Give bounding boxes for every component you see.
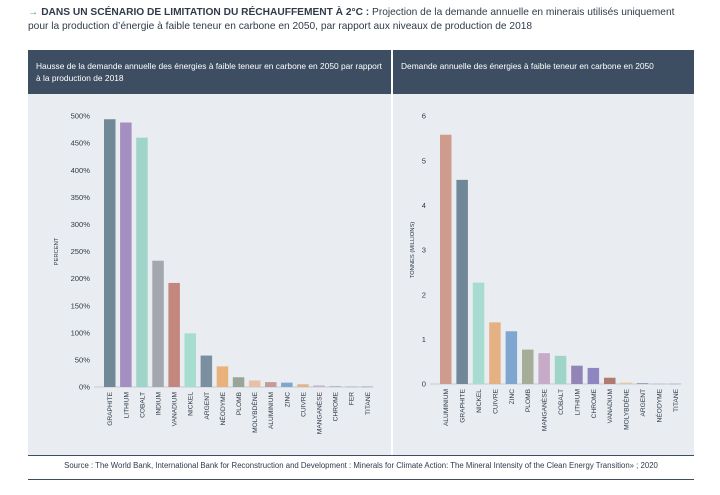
- category-label: NÉODYME: [654, 388, 663, 422]
- bar: [653, 383, 665, 385]
- category-label: TITANE: [365, 391, 372, 415]
- category-label: ALUMINIUM: [268, 392, 275, 429]
- bar: [538, 353, 550, 384]
- y-axis-title: PERCENT: [54, 237, 60, 265]
- right-panel-header: Demande annuelle des énergies à faible t…: [393, 50, 694, 94]
- footer-rule-top: [28, 455, 694, 456]
- heading-bold: DANS UN SCÉNARIO DE LIMITATION DU RÉCHAU…: [41, 7, 370, 18]
- category-label: GRAPHITE: [107, 391, 114, 425]
- bar: [440, 134, 452, 384]
- bar: [571, 365, 583, 384]
- category-label: PLOMB: [236, 391, 243, 415]
- left-panel-body: [28, 94, 391, 455]
- category-label: NICKEL: [188, 392, 195, 416]
- bar: [620, 382, 632, 384]
- y-tick-label: 0%: [79, 383, 90, 392]
- bar: [489, 322, 501, 384]
- category-label: LITHIUM: [574, 389, 581, 415]
- bar: [216, 366, 229, 387]
- panel-divider: [391, 50, 393, 455]
- bar: [248, 380, 261, 387]
- left-panel-header: Hausse de la demande annuelle des énergi…: [28, 50, 391, 94]
- category-label: PLOMB: [525, 388, 532, 412]
- category-label: MOLYBDÈNE: [250, 391, 259, 433]
- bar: [554, 355, 567, 384]
- bar: [669, 383, 682, 385]
- bar: [313, 385, 325, 387]
- y-tick-label: 300%: [71, 220, 91, 229]
- category-label: NICKEL: [476, 389, 483, 413]
- category-label: MOLYBDÈNE: [622, 388, 631, 430]
- category-label: ZINC: [509, 389, 516, 405]
- category-label: COBALT: [558, 389, 565, 415]
- bar: [136, 137, 148, 387]
- category-label: COBALT: [139, 392, 146, 418]
- category-label: VANADIUM: [172, 392, 179, 426]
- y-tick-label: 6: [422, 112, 426, 121]
- arrow-icon: →: [28, 7, 39, 18]
- category-label: ALUMINIUM: [443, 389, 450, 426]
- category-label: CHROME: [591, 388, 598, 418]
- y-tick-label: 3: [422, 246, 426, 255]
- bar: [329, 385, 341, 387]
- bar: [184, 333, 196, 387]
- y-tick-label: 250%: [71, 247, 91, 256]
- y-tick-label: 450%: [71, 139, 91, 148]
- bar: [472, 282, 485, 384]
- bar: [505, 331, 518, 384]
- bar: [361, 386, 374, 388]
- bar: [200, 355, 213, 387]
- y-tick-label: 5: [422, 156, 426, 165]
- bar: [587, 367, 600, 384]
- y-tick-label: 4: [422, 201, 426, 210]
- footer-rule-bottom: [28, 479, 694, 480]
- bar: [281, 382, 293, 387]
- y-tick-label: 200%: [71, 274, 91, 283]
- category-label: CUIVRE: [300, 391, 307, 417]
- bar: [152, 260, 164, 387]
- y-tick-label: 400%: [71, 166, 91, 175]
- y-axis-title: TONNES (MILLIONS): [410, 222, 416, 279]
- category-label: ARGENT: [640, 389, 647, 416]
- category-label: VANADIUM: [607, 389, 614, 423]
- bar: [636, 383, 649, 384]
- bar: [456, 179, 468, 384]
- charts-svg: 0% 50% 100% 150% 200% 250% 300% 350% 400% 450% 500…: [54, 112, 682, 434]
- source-note: Source : The World Bank, International B…: [64, 461, 658, 470]
- category-label: NÉODYME: [218, 391, 227, 425]
- y-tick-label: 100%: [71, 328, 91, 337]
- y-tick-label: 500%: [71, 112, 91, 121]
- category-label: CHROME: [333, 391, 340, 421]
- heading-text: Projection de la demande annuelle en min…: [28, 7, 675, 32]
- bar: [232, 377, 245, 387]
- y-tick-label: 350%: [71, 193, 91, 202]
- bar: [345, 386, 357, 388]
- bar: [522, 349, 534, 384]
- y-tick-label: 150%: [71, 301, 91, 310]
- category-label: MANGANÈSE: [314, 391, 323, 434]
- category-label: ZINC: [284, 392, 291, 408]
- y-tick-label: 0: [422, 380, 426, 389]
- y-tick-label: 50%: [75, 356, 90, 365]
- category-label: TITANE: [673, 388, 680, 412]
- category-label: INDIUM: [155, 392, 162, 415]
- category-label: GRAPHITE: [460, 388, 467, 422]
- bar: [604, 377, 616, 384]
- category-label: CUIVRE: [492, 388, 499, 414]
- category-label: FER: [349, 392, 356, 405]
- y-tick-label: 1: [422, 335, 426, 344]
- chart-heading: → DANS UN SCÉNARIO DE LIMITATION DU RÉCHA…: [28, 6, 688, 34]
- category-label: LITHIUM: [123, 392, 130, 418]
- category-label: MANGANÈSE: [540, 388, 549, 431]
- bar: [104, 119, 116, 387]
- bar: [297, 384, 309, 387]
- y-tick-label: 2: [422, 290, 426, 299]
- category-label: ARGENT: [204, 392, 211, 419]
- bar: [168, 282, 180, 387]
- bar: [120, 122, 132, 387]
- bar: [265, 382, 277, 387]
- chart-panels: Hausse de la demande annuelle des énergi…: [28, 50, 694, 455]
